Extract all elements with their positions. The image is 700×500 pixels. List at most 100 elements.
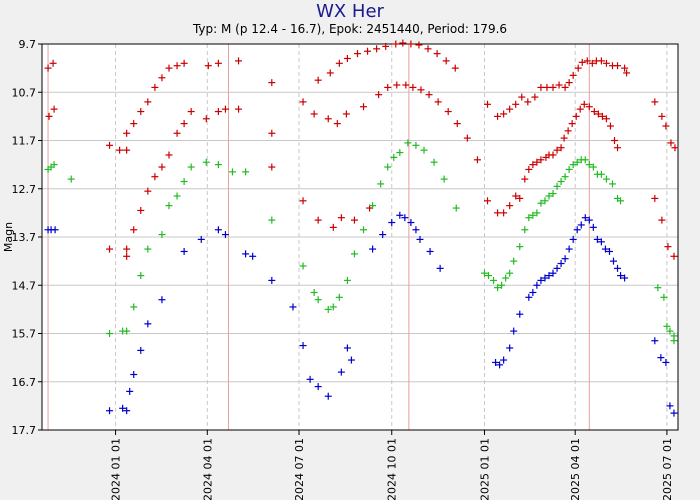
- data-point: [657, 354, 665, 362]
- data-point: [268, 79, 276, 87]
- data-point: [180, 120, 188, 128]
- data-point: [541, 274, 549, 282]
- data-point: [580, 100, 588, 108]
- data-point: [434, 98, 442, 106]
- data-point: [585, 103, 593, 111]
- data-point: [565, 165, 573, 173]
- data-point: [529, 288, 537, 296]
- data-point: [343, 344, 351, 352]
- data-point: [565, 245, 573, 253]
- y-axis-label: Magn: [2, 222, 15, 252]
- data-point: [343, 54, 351, 62]
- data-point: [130, 371, 138, 379]
- data-point: [531, 93, 539, 101]
- data-point: [485, 272, 493, 280]
- data-point: [197, 235, 205, 243]
- data-point: [585, 161, 593, 169]
- data-point: [670, 409, 678, 417]
- data-point: [324, 115, 332, 123]
- data-point: [375, 91, 383, 99]
- data-point: [409, 83, 417, 91]
- data-point: [518, 93, 526, 101]
- data-point: [202, 115, 210, 123]
- data-point: [235, 57, 243, 65]
- data-point: [289, 303, 297, 311]
- data-point: [565, 79, 573, 87]
- data-point: [494, 209, 502, 217]
- data-point: [670, 252, 678, 260]
- data-point: [130, 226, 138, 234]
- data-point: [268, 163, 276, 171]
- y-tick-label: 15.7: [12, 328, 37, 341]
- data-point: [572, 112, 580, 120]
- data-point: [314, 383, 322, 391]
- data-point: [568, 120, 576, 128]
- data-point: [549, 83, 557, 91]
- data-point: [353, 50, 361, 58]
- data-point: [525, 165, 533, 173]
- data-point: [576, 105, 584, 113]
- data-point: [594, 110, 602, 118]
- data-point: [553, 182, 561, 190]
- grid: [42, 44, 678, 430]
- data-point: [402, 81, 410, 89]
- x-tick-label: 2025 04 01: [569, 438, 582, 500]
- data-point: [574, 64, 582, 72]
- data-point: [545, 192, 553, 200]
- data-point: [158, 231, 166, 239]
- data-point: [165, 151, 173, 159]
- data-point: [621, 64, 629, 72]
- data-point: [617, 272, 625, 280]
- data-point: [537, 199, 545, 207]
- data-point: [529, 211, 537, 219]
- data-point: [521, 175, 529, 183]
- data-point: [412, 141, 420, 149]
- data-point: [214, 59, 222, 67]
- data-point: [379, 231, 387, 239]
- data-point: [601, 245, 609, 253]
- data-point: [412, 226, 420, 234]
- data-point: [533, 158, 541, 166]
- data-point: [614, 62, 622, 70]
- data-point: [561, 83, 569, 91]
- data-point: [214, 226, 222, 234]
- data-point: [506, 269, 514, 277]
- data-point: [605, 247, 613, 255]
- data-point: [137, 346, 145, 354]
- data-point: [611, 137, 619, 144]
- data-point: [158, 296, 166, 304]
- data-point: [484, 100, 492, 108]
- data-point: [598, 112, 606, 120]
- data-point: [500, 110, 508, 118]
- data-point: [614, 264, 622, 272]
- data-point: [126, 387, 134, 395]
- data-point: [498, 281, 506, 289]
- data-point: [529, 161, 537, 169]
- data-point: [364, 47, 372, 55]
- data-point: [651, 337, 659, 345]
- data-point: [525, 293, 533, 301]
- data-point: [49, 59, 57, 67]
- data-point: [235, 105, 243, 113]
- data-point: [399, 39, 407, 47]
- data-point: [609, 257, 617, 265]
- data-point: [593, 235, 601, 243]
- data-point: [654, 284, 662, 292]
- data-point: [557, 260, 565, 268]
- data-point: [506, 202, 514, 210]
- data-point: [310, 110, 318, 118]
- data-point: [555, 81, 563, 89]
- data-point: [130, 120, 138, 128]
- data-point: [384, 163, 392, 171]
- data-point: [553, 146, 561, 154]
- data-point: [390, 153, 398, 161]
- data-point: [396, 211, 404, 219]
- data-point: [173, 192, 181, 200]
- data-point: [561, 173, 569, 181]
- data-point: [420, 146, 428, 154]
- data-point: [123, 245, 131, 253]
- data-point: [561, 255, 569, 263]
- data-point: [614, 144, 622, 152]
- data-point: [187, 108, 195, 116]
- data-point: [382, 42, 390, 50]
